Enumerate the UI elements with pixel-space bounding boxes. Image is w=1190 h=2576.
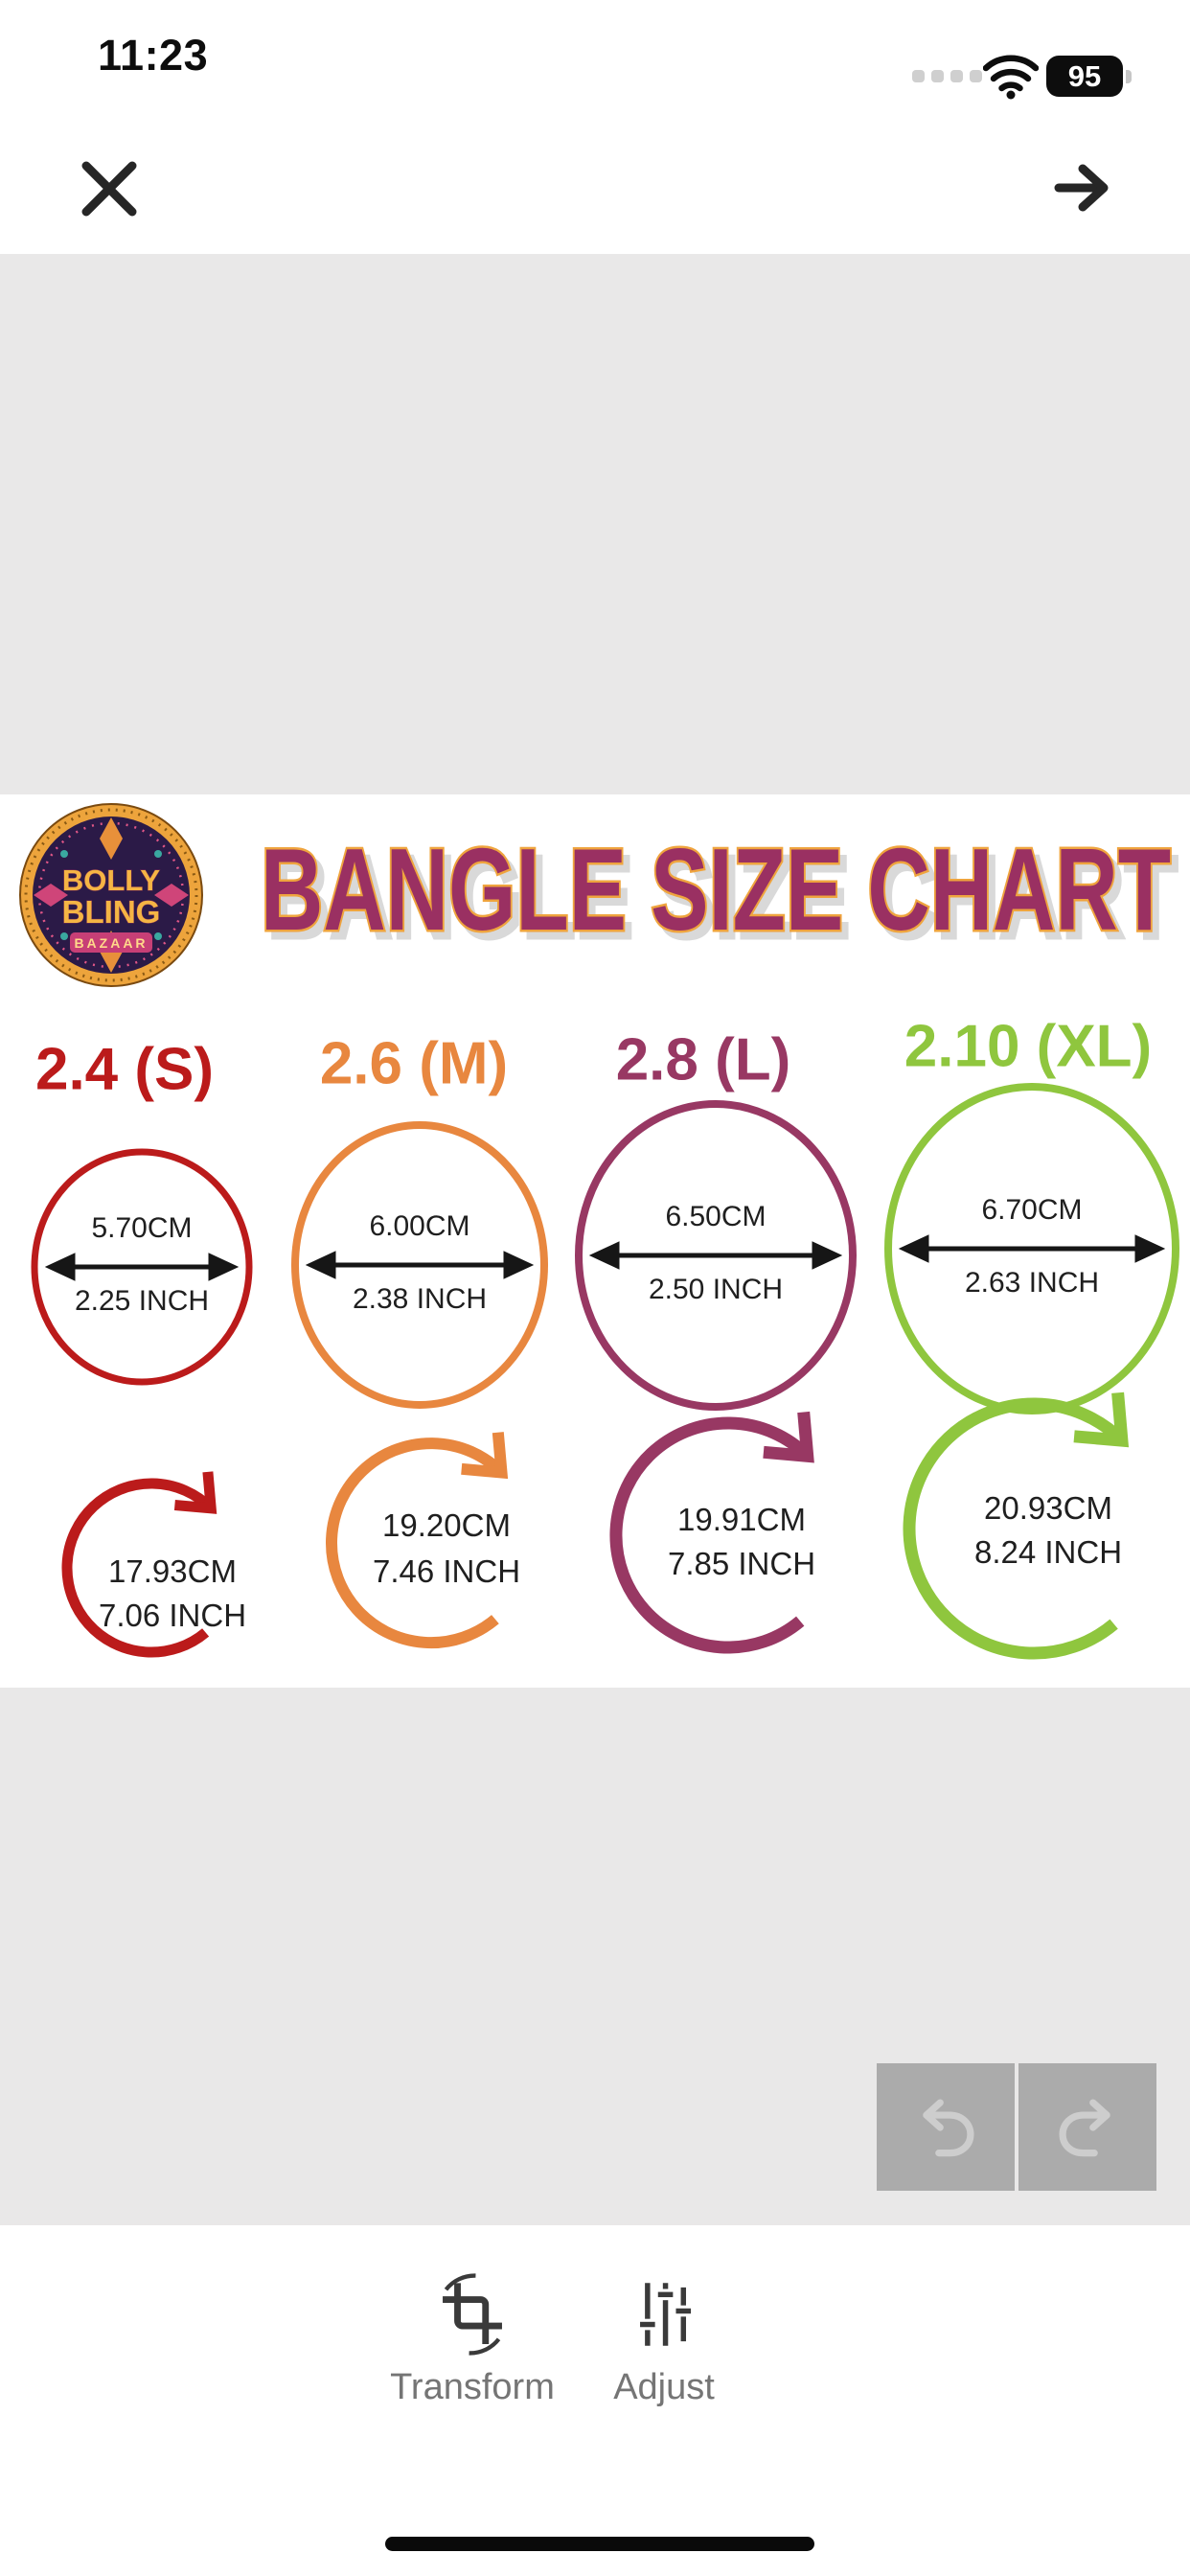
next-button[interactable] — [1054, 163, 1113, 213]
diameter-in-s: 2.25 INCH — [74, 1285, 210, 1317]
circumference-cm-m: 19.20CM — [382, 1507, 511, 1543]
diameter-circle-s — [31, 1148, 253, 1386]
chart-title-shadow: BANGLE SIZE CHART — [267, 832, 1178, 962]
bolly-bling-bazaar-logo: BOLLY BLING BAZAAR — [19, 803, 203, 987]
diameter-in-xl: 2.63 INCH — [964, 1267, 1100, 1299]
home-indicator[interactable] — [385, 2537, 814, 2551]
circumference-in-m: 7.46 INCH — [372, 1553, 521, 1589]
size-label-l: 2.8 (L) — [615, 1026, 791, 1093]
circumference-arc-s — [61, 1471, 217, 1658]
diameter-arrow-m — [305, 1251, 535, 1279]
circumference-arc-m — [326, 1432, 509, 1649]
size-label-xl: 2.10 (XL) — [904, 1013, 1153, 1080]
forward-arrow-icon — [1054, 164, 1109, 212]
transform-label: Transform — [390, 2367, 555, 2407]
size-label-s: 2.4 (S) — [34, 1036, 215, 1103]
redo-button[interactable] — [1018, 2063, 1156, 2191]
diameter-cm-s: 5.70CM — [91, 1212, 193, 1244]
diameter-circle-xl — [884, 1083, 1179, 1414]
battery-icon: 95 — [1046, 56, 1123, 97]
diameter-cm-m: 6.00CM — [369, 1210, 470, 1242]
diameter-arrow-l — [588, 1241, 843, 1270]
battery-percent: 95 — [1067, 58, 1102, 93]
logo-word-bazaar: BAZAAR — [74, 935, 148, 951]
diameter-cm-l: 6.50CM — [665, 1201, 767, 1232]
circumference-in-xl: 8.24 INCH — [973, 1534, 1123, 1570]
redo-icon — [1059, 2098, 1110, 2156]
diameter-arrow-xl — [898, 1234, 1166, 1263]
close-button[interactable] — [80, 161, 138, 217]
battery-nub — [1126, 70, 1132, 83]
adjust-label: Adjust — [613, 2367, 715, 2407]
cellular-dots-icon — [912, 70, 982, 82]
diameter-arrow-s — [44, 1253, 240, 1281]
diameter-circle-l — [575, 1100, 857, 1411]
diameter-cm-xl: 6.70CM — [981, 1194, 1083, 1226]
transform-button[interactable]: Transform — [374, 2273, 571, 2408]
size-chart-graphics: BANGLE SIZE CHART BANGLE SIZE CHART — [31, 822, 1180, 1660]
logo-word-bolly: BOLLY — [62, 863, 161, 897]
circumference-arc-xl — [903, 1392, 1130, 1660]
circumference-cm-s: 17.93CM — [108, 1553, 237, 1589]
transform-crop-icon — [443, 2273, 502, 2356]
circumference-in-s: 7.06 INCH — [98, 1598, 247, 1633]
adjust-sliders-icon — [636, 2283, 695, 2346]
undo-icon — [923, 2098, 974, 2156]
circumference-cm-xl: 20.93CM — [984, 1490, 1112, 1526]
adjust-button[interactable]: Adjust — [575, 2273, 753, 2408]
diameter-in-l: 2.50 INCH — [648, 1274, 784, 1305]
diameter-circle-m — [291, 1121, 548, 1409]
diameter-in-m: 2.38 INCH — [352, 1283, 488, 1315]
canvas-background-top — [0, 254, 1190, 794]
chart-title-text: BANGLE SIZE CHART — [261, 824, 1171, 954]
wifi-icon — [983, 55, 1039, 100]
close-icon — [81, 161, 137, 217]
circumference-arc-l — [609, 1411, 814, 1654]
photo-canvas-bangle-size-chart[interactable]: BOLLY BLING BAZAAR BANGLE SIZE CHART BAN… — [0, 794, 1190, 1688]
size-label-m: 2.6 (M) — [319, 1030, 509, 1097]
circumference-cm-l: 19.91CM — [677, 1502, 806, 1537]
logo-word-bling: BLING — [62, 894, 161, 930]
circumference-in-l: 7.85 INCH — [667, 1546, 816, 1581]
status-time: 11:23 — [98, 31, 209, 80]
undo-button[interactable] — [877, 2063, 1015, 2191]
